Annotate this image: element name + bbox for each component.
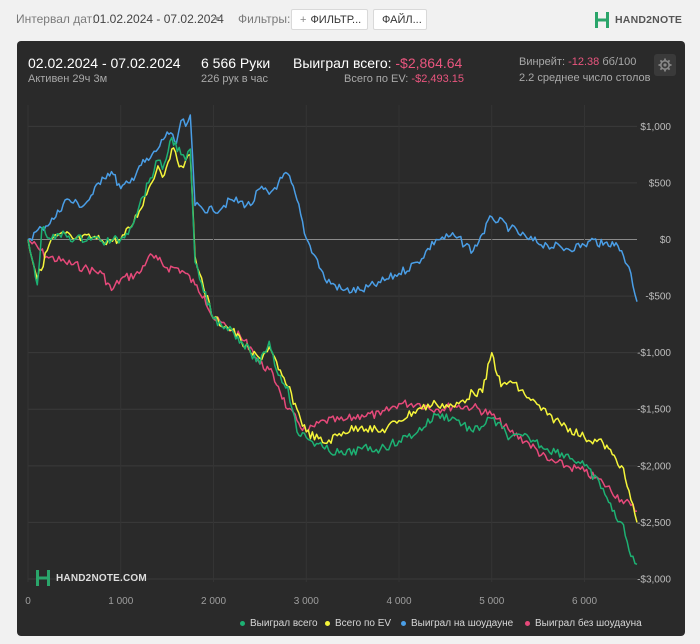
avg-tables: 2.2 среднее число столов (519, 72, 651, 84)
legend-item-won[interactable]: Выиграл всего (240, 618, 318, 629)
legend-item-showdown[interactable]: Выиграл на шоудауне (401, 618, 513, 629)
watermark-text: HAND2NOTE.COM (56, 572, 147, 584)
brand-name: HAND2NOTE (615, 14, 683, 26)
gear-icon (658, 58, 672, 72)
active-time: Активен 29ч 3м (28, 73, 108, 85)
series-line[interactable] (27, 114, 638, 302)
hands-per-hour: 226 рук в час (201, 73, 269, 85)
legend-label: Выиграл без шоудауна (535, 618, 642, 629)
y-tick-label: -$2,500 (637, 518, 671, 529)
hands-count: 6 566 Руки (201, 55, 271, 71)
graph-panel (17, 41, 685, 636)
settings-button[interactable] (654, 54, 676, 76)
filters-label: Фильтры: (238, 12, 291, 26)
legend-dot (240, 620, 245, 626)
won-total: Выиграл всего: -$2,864.64 (293, 55, 462, 71)
y-tick-label: $0 (660, 235, 672, 246)
legend-dot (325, 620, 330, 626)
ev-total: Всего по EV: -$2,493.15 (344, 73, 464, 85)
winrate-label: Винрейт: (519, 56, 566, 68)
x-tick-label: 3 000 (294, 596, 319, 607)
x-tick-label: 5 000 (479, 596, 504, 607)
date-interval-label: Интервал дат: (16, 12, 96, 26)
legend-dot (525, 620, 530, 626)
y-tick-label: -$1,000 (637, 348, 671, 359)
y-tick-label: -$1,500 (637, 405, 671, 416)
x-tick-label: 2 000 (201, 596, 226, 607)
series-line[interactable] (27, 136, 638, 565)
y-tick-label: $1,000 (640, 122, 671, 133)
legend-item-ev[interactable]: Всего по EV (325, 618, 391, 629)
hand2note-logo-icon (595, 12, 609, 28)
filter-button-label: ФИЛЬТР... (310, 14, 362, 26)
top-toolbar: Интервал дат: 01.02.2024 - 07.02.2024 Фи… (0, 0, 700, 40)
file-button-label: ФАЙЛ... (382, 14, 422, 26)
y-tick-label: -$500 (645, 292, 671, 303)
won-total-label: Выиграл всего: (293, 55, 392, 71)
winrate-value: -12.38 (568, 56, 600, 68)
x-tick-label: 0 (25, 596, 31, 607)
winrate: Винрейт: -12.38 бб/100 (519, 56, 636, 68)
series-line[interactable] (27, 147, 638, 523)
period-title: 02.02.2024 - 07.02.2024 (28, 55, 181, 71)
legend-item-no-showdown[interactable]: Выиграл без шоудауна (525, 618, 642, 629)
winrate-unit: бб/100 (602, 56, 637, 68)
watermark-logo: HAND2NOTE.COM (35, 569, 147, 587)
hand2note-logo-icon (36, 570, 50, 586)
won-total-value: -$2,864.64 (395, 55, 463, 71)
y-tick-label: -$2,000 (637, 461, 671, 472)
filter-button[interactable]: + ФИЛЬТР... (291, 9, 368, 30)
x-tick-label: 1 000 (108, 596, 133, 607)
chevron-down-icon[interactable] (213, 17, 221, 21)
ev-total-value: -$2,493.15 (411, 73, 465, 85)
file-button[interactable]: ФАЙЛ... (373, 9, 427, 30)
legend-label: Выиграл всего (250, 618, 318, 629)
plus-icon: + (300, 14, 307, 26)
x-tick-label: 6 000 (572, 596, 597, 607)
legend-label: Всего по EV (335, 618, 392, 629)
ev-total-label: Всего по EV: (344, 73, 409, 85)
date-range-picker[interactable]: 01.02.2024 - 07.02.2024 (93, 12, 224, 26)
x-tick-label: 4 000 (386, 596, 411, 607)
y-tick-label: $500 (649, 178, 672, 189)
brand-logo: HAND2NOTE (594, 10, 682, 30)
series-line[interactable] (27, 238, 638, 512)
y-tick-label: -$3,000 (637, 575, 671, 586)
legend-label: Выиграл на шоудауне (411, 618, 514, 629)
legend-dot (401, 620, 406, 626)
